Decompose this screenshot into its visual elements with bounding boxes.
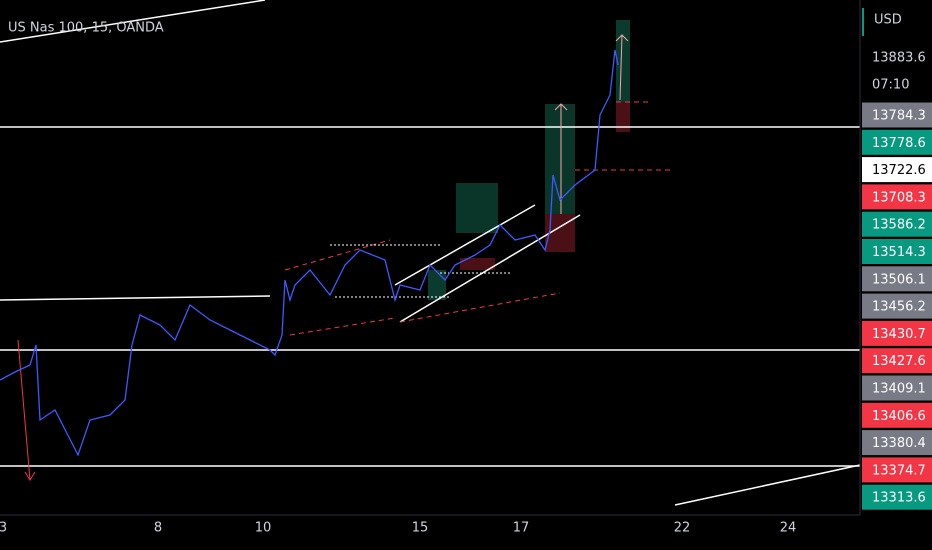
- price-tag: [862, 266, 932, 292]
- price-tags: 13784.3 13778.6 13722.6 13708.3 13586.2 13514…: [862, 102, 932, 510]
- price-tag-label: 13406.6: [872, 409, 926, 424]
- drawings: [0, 0, 861, 516]
- price-tag-label: 13313.6: [872, 491, 926, 506]
- price-tag: [862, 157, 932, 183]
- currency: USD: [874, 13, 902, 28]
- time-label: 10: [255, 521, 272, 536]
- countdown: 07:10: [872, 78, 909, 93]
- time-label: 8: [154, 521, 162, 536]
- price-tag: [862, 457, 932, 483]
- price-tag-label: 13778.6: [872, 136, 926, 151]
- price-tag-label: 13506.1: [872, 272, 926, 287]
- price-tag: [862, 375, 932, 401]
- price-tag-label: 13784.3: [872, 109, 926, 124]
- time-axis: 3 8 10 15 17 22 24: [0, 521, 796, 536]
- price-tag-label: 13586.2: [872, 218, 926, 233]
- price-tag: [862, 239, 932, 264]
- price-tag-label: 13722.6: [872, 163, 926, 178]
- price-tag-label: 13374.7: [872, 463, 926, 478]
- price-tag: [862, 430, 932, 456]
- price-tag-label: 13514.3: [872, 245, 926, 260]
- price-tag: [862, 102, 932, 128]
- price-tag-label: 13409.1: [872, 382, 926, 397]
- time-label: 22: [674, 521, 691, 536]
- price-tag-label: 13427.6: [872, 354, 926, 369]
- time-label: 17: [513, 521, 530, 536]
- time-label: 24: [780, 521, 797, 536]
- price-tag: [862, 484, 932, 510]
- price-tag: [862, 402, 932, 428]
- price-tag: [862, 293, 932, 319]
- price-tag-label: 13430.7: [872, 327, 926, 342]
- price-tag: [862, 129, 932, 155]
- symbol-title: US Nas 100, 15, OANDA: [8, 21, 164, 36]
- last-price: 13883.6: [872, 51, 926, 66]
- price-tag: [862, 348, 932, 374]
- time-label: 3: [0, 521, 7, 536]
- price-tag: [862, 184, 932, 210]
- price-tag: [862, 211, 932, 237]
- price-tag-label: 13708.3: [872, 190, 926, 205]
- time-label: 15: [412, 521, 429, 536]
- price-tag-label: 13456.2: [872, 300, 926, 315]
- price-tag: [862, 320, 932, 346]
- price-tag-label: 13380.4: [872, 436, 926, 451]
- currency-indicator: [862, 8, 864, 36]
